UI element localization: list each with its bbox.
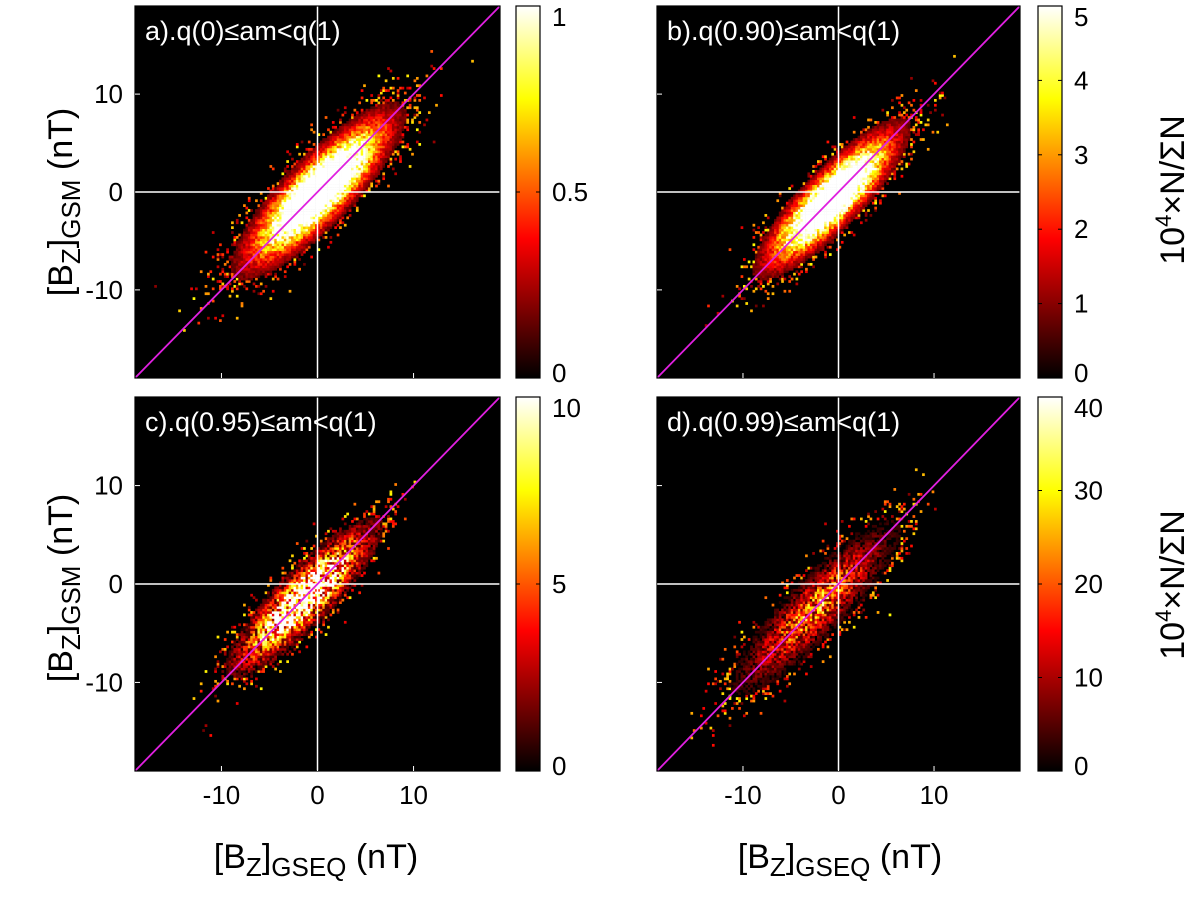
y-tick-label: -10 (85, 275, 123, 305)
heatmap-cells (690, 468, 937, 747)
identity-line (134, 5, 501, 379)
panel-label: b).q(0.90)≤am<q(1) (667, 16, 900, 46)
panel-a: -10 0 10 a).q(0)≤am<q(1) 0 0.5 1 (85, 2, 588, 388)
panel-label: a).q(0)≤am<q(1) (145, 16, 341, 46)
x-tick-label: 10 (920, 780, 949, 810)
colorbar-tick-label: 3 (1074, 140, 1088, 170)
colorbar-tick-label: 10 (552, 393, 581, 423)
x-tick-label: 0 (831, 780, 845, 810)
y-tick-label: 10 (94, 79, 123, 109)
y-tick-label: 0 (109, 569, 123, 599)
colorbar-tick-label: 4 (1074, 65, 1088, 95)
y-axis-label-bottom: [BZ]GSM (nT) (42, 494, 86, 682)
colorbar-tick-label: 30 (1074, 476, 1103, 506)
colorbar-tick-label: 0 (1074, 751, 1088, 781)
panel-label: d).q(0.99)≤am<q(1) (667, 407, 900, 437)
colorbar-tick-label: 2 (1074, 214, 1088, 244)
identity-line (656, 5, 1021, 379)
colorbar-tick-label: 20 (1074, 569, 1103, 599)
colorbar-tick-label: 10 (1074, 663, 1103, 693)
x-tick-label: 10 (399, 780, 428, 810)
panel-b: b).q(0.90)≤am<q(1) 0 1 2 3 4 5 (656, 2, 1088, 388)
heatmap-cells (704, 54, 956, 327)
colorbar-label-top: 104×N/ΣN (1151, 115, 1192, 265)
panel-label: c).q(0.95)≤am<q(1) (145, 407, 377, 437)
y-axis-label-top: [BZ]GSM (nT) (42, 108, 86, 296)
colorbar-label-bottom: 104×N/ΣN (1151, 510, 1192, 660)
colorbar-tick-label: 40 (1074, 393, 1103, 423)
y-tick-label: 0 (109, 177, 123, 207)
colorbar-tick-label: 0 (552, 751, 566, 781)
colorbar-tick-label: 1 (552, 2, 566, 32)
y-tick-label: 10 (94, 471, 123, 501)
colorbar-tick-label: 5 (552, 569, 566, 599)
panel-c: -10 0 10 -10 0 10 c).q(0.95)≤am<q(1) 0 5 10 (85, 393, 581, 810)
x-tick-label: -10 (724, 780, 762, 810)
colorbar-tick-label: 0 (1074, 358, 1088, 388)
identity-line (656, 396, 1021, 772)
x-tick-label: 0 (310, 780, 324, 810)
x-axis-label-left: [BZ]GSEQ (nT) (214, 838, 418, 882)
colorbar-tick-label: 0 (552, 358, 566, 388)
colorbar-tick-label: 1 (1074, 289, 1088, 319)
y-tick-label: -10 (85, 667, 123, 697)
heatmap-cells (154, 50, 474, 332)
x-tick-label: -10 (203, 780, 241, 810)
heatmap-cells (192, 480, 417, 737)
x-axis-label-right: [BZ]GSEQ (nT) (738, 838, 942, 882)
panel-d: -10 0 10 d).q(0.99)≤am<q(1) 0 10 20 30 40 (656, 393, 1103, 810)
colorbar (1037, 5, 1063, 379)
colorbar-tick-label: 5 (1074, 2, 1088, 32)
identity-line (134, 396, 501, 772)
colorbar-tick-label: 0.5 (552, 177, 588, 207)
